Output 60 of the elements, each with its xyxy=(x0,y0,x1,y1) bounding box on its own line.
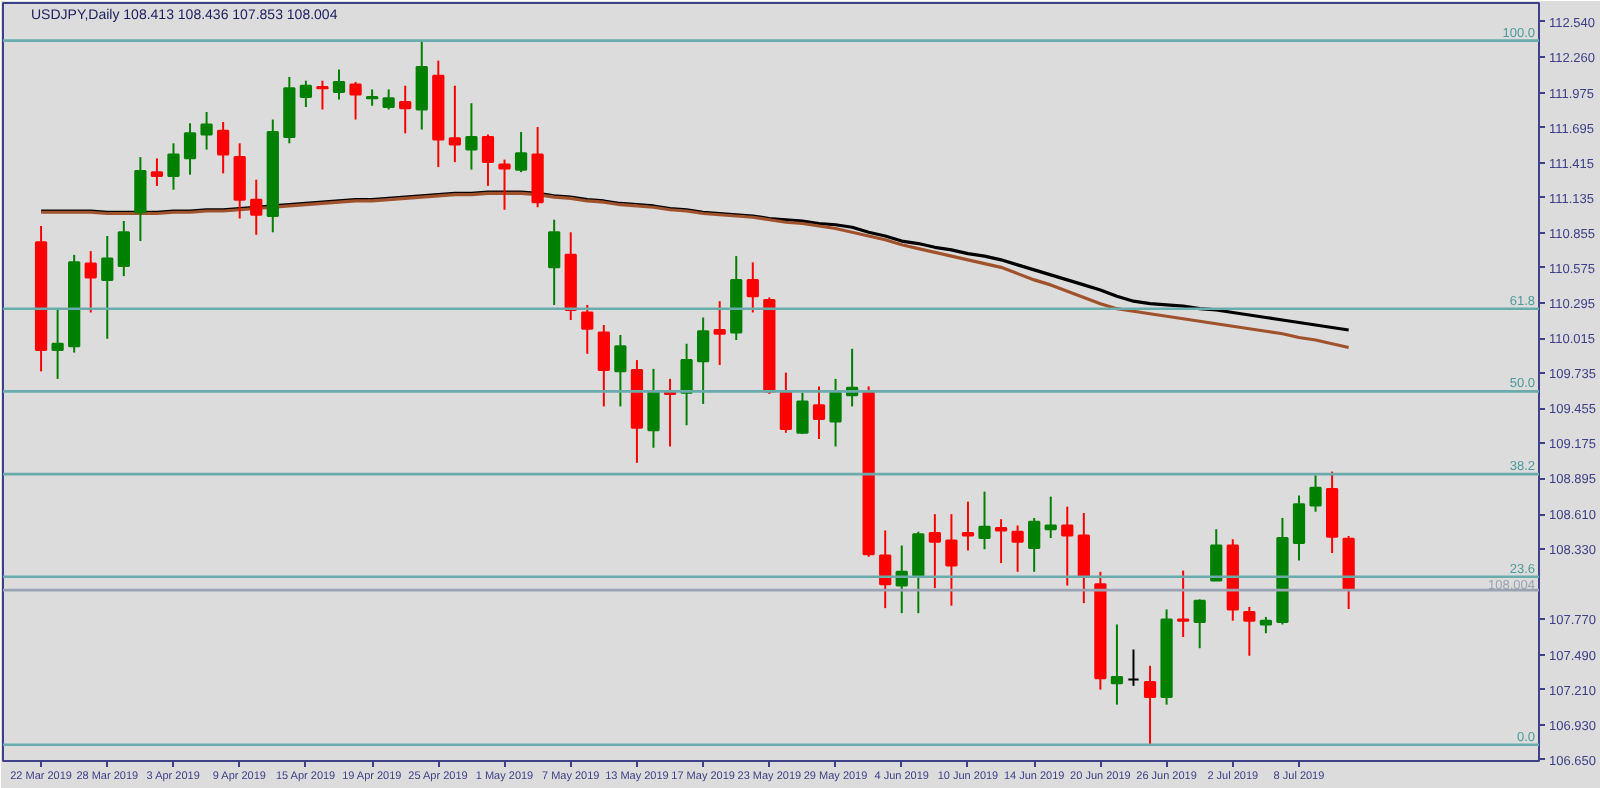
candlestick xyxy=(912,530,925,615)
candlestick xyxy=(465,102,478,171)
candlestick xyxy=(796,391,809,435)
candlestick xyxy=(680,342,693,427)
candlestick xyxy=(1028,516,1041,573)
candlestick xyxy=(581,303,594,355)
candlestick xyxy=(332,68,346,101)
candlestick xyxy=(1143,664,1157,746)
candlestick xyxy=(1077,511,1090,605)
candlestick xyxy=(1210,528,1223,582)
candlestick xyxy=(928,513,941,590)
candlestick xyxy=(399,84,412,135)
candlestick xyxy=(415,39,428,131)
candlestick xyxy=(1243,605,1256,657)
candlestick xyxy=(597,323,610,408)
candlestick xyxy=(183,122,197,176)
candlestick xyxy=(1325,470,1339,555)
candlestick xyxy=(713,300,726,367)
candlestick xyxy=(514,131,528,174)
candlestick xyxy=(200,111,213,151)
candlestick xyxy=(1127,648,1140,687)
candlestick xyxy=(167,142,180,191)
candlestick xyxy=(1044,495,1057,539)
candlestick xyxy=(1292,494,1306,562)
candlestick xyxy=(746,261,759,314)
candlestick xyxy=(779,371,793,434)
candlestick xyxy=(812,385,826,441)
candlestick xyxy=(1177,569,1190,638)
candlestick xyxy=(1110,623,1124,706)
candlestick xyxy=(994,518,1008,565)
candlestick xyxy=(382,88,395,111)
candlestick xyxy=(978,490,991,551)
candlestick xyxy=(448,84,461,164)
candlestick xyxy=(548,218,561,306)
candlestick xyxy=(498,158,511,211)
candlestick xyxy=(829,377,842,448)
candlestick xyxy=(531,126,544,209)
candlestick xyxy=(150,157,164,187)
candlestick xyxy=(1309,474,1322,513)
candlestick xyxy=(945,513,958,607)
candlestick xyxy=(84,250,97,314)
candlestick xyxy=(961,500,975,552)
candlestick xyxy=(250,178,263,236)
candlestick xyxy=(299,79,313,108)
candlestick xyxy=(1061,505,1074,587)
candlestick xyxy=(697,316,710,405)
candlestick xyxy=(647,367,660,449)
candlestick xyxy=(134,156,147,243)
candlestick xyxy=(1193,598,1206,650)
candlestick xyxy=(879,529,892,610)
candlestick xyxy=(349,80,362,121)
candlestick xyxy=(614,334,627,408)
candlestick xyxy=(117,220,130,278)
candlestick xyxy=(481,133,495,187)
candlestick xyxy=(316,79,329,111)
candlestick xyxy=(51,307,64,380)
candlestick xyxy=(1011,524,1024,573)
candlestick xyxy=(217,121,230,175)
candlestick xyxy=(101,235,114,340)
candlestick xyxy=(233,142,246,220)
